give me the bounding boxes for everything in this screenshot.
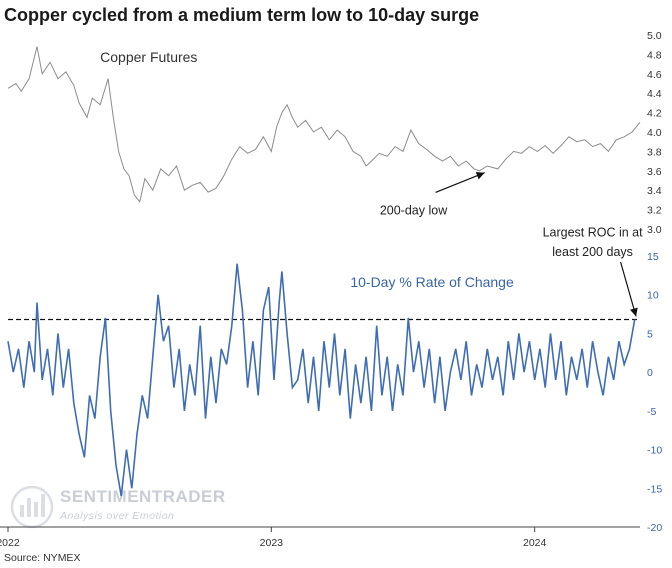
copper-ytick-label: 4.8 (647, 49, 662, 61)
copper-ytick-label: 4.2 (647, 108, 662, 120)
200-day-low-annotation: 200-day low (380, 203, 448, 217)
chart-title: Copper cycled from a medium term low to … (4, 5, 479, 25)
copper-ytick-label: 4.6 (647, 69, 662, 81)
200-day-low-arrow (435, 172, 485, 194)
largest-roc-arrowhead (630, 307, 638, 317)
copper-ytick-label: 3.0 (647, 224, 662, 236)
largest-roc-arrow (620, 261, 637, 317)
roc-line (7, 263, 636, 497)
source-label: Source: NYMEX (4, 552, 80, 564)
copper-ytick-label: 3.8 (647, 146, 662, 158)
copper-ytick-label: 5.0 (647, 30, 662, 42)
roc-ytick-label: 15 (647, 251, 659, 263)
roc-ytick-label: -20 (647, 522, 662, 534)
roc-ytick-label: 5 (647, 328, 653, 340)
copper-futures-line (7, 46, 641, 203)
roc-ytick-label: -5 (647, 406, 656, 418)
copper-series-label: Copper Futures (100, 49, 197, 65)
copper-ytick-label: 3.4 (647, 185, 662, 197)
200-day-low-arrowhead (475, 172, 485, 180)
copper-ytick-label: 3.2 (647, 205, 662, 217)
copper-ytick-label: 4.4 (647, 88, 662, 100)
sentimentrader-logo-icon (10, 485, 54, 529)
watermark-name: SENTIMENTRADER (60, 487, 226, 506)
roc-series-label: 10-Day % Rate of Change (350, 274, 514, 290)
x-tick-label: 2023 (260, 537, 284, 549)
roc-ytick-label: 0 (647, 367, 653, 379)
roc-ytick-label: -10 (647, 445, 662, 457)
largest-roc-annotation-line1: Largest ROC in at (543, 226, 644, 240)
largest-roc-annotation-line2: least 200 days (552, 245, 633, 259)
x-axis: 2022 2023 2024 (0, 527, 547, 549)
roc-y-axis: -20 -15 -10 -5 0 5 10 15 (647, 251, 662, 534)
x-tick-label: 2022 (0, 537, 20, 549)
copper-ytick-label: 4.0 (647, 127, 662, 139)
sentimentrader-watermark: SENTIMENTRADER Analysis over Emotion (10, 485, 226, 529)
watermark-tagline: Analysis over Emotion (59, 510, 174, 522)
roc-ytick-label: 10 (647, 290, 659, 302)
copper-ytick-label: 3.6 (647, 166, 662, 178)
copper-y-axis: 3.0 3.2 3.4 3.6 3.8 4.0 4.2 4.4 4.6 4.8 5.0 (647, 30, 662, 236)
x-tick-label: 2024 (523, 537, 547, 549)
roc-ytick-label: -15 (647, 483, 662, 495)
